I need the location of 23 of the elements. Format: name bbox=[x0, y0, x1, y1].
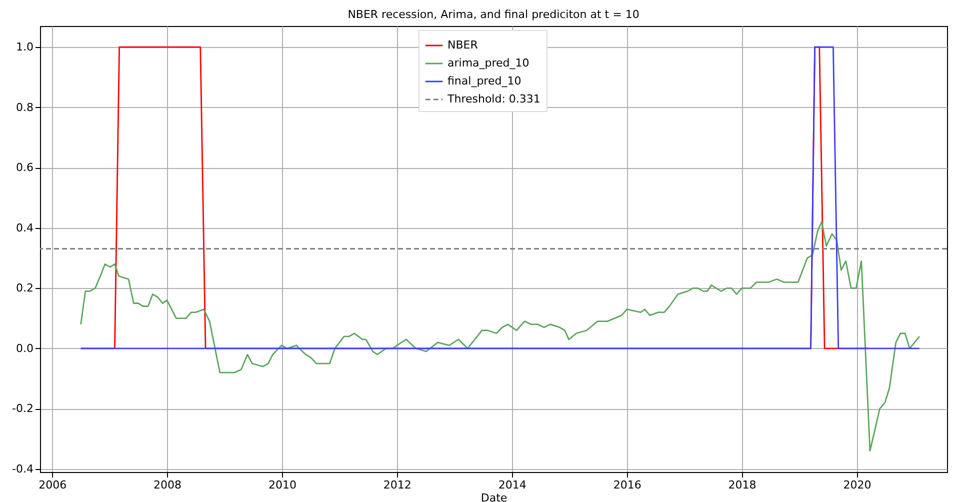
y-tick-label: 0.0 bbox=[16, 342, 34, 355]
y-tick-label: 0.2 bbox=[16, 282, 34, 295]
x-tick-label: 2014 bbox=[498, 478, 526, 492]
x-tick-label: 2020 bbox=[843, 478, 872, 492]
x-tick-label: 2006 bbox=[38, 478, 67, 492]
legend-label: Threshold: 0.331 bbox=[446, 92, 540, 106]
x-tick-label: 2016 bbox=[613, 478, 642, 492]
y-tick-label: 0.4 bbox=[16, 221, 34, 234]
legend-label: NBER bbox=[448, 38, 478, 52]
x-tick-label: 2010 bbox=[268, 478, 296, 492]
x-tick-label: 2008 bbox=[154, 478, 182, 492]
chart-title: NBER recession, Arima, and final prediciton at t = 10 bbox=[348, 8, 640, 21]
x-tick-label: 2018 bbox=[728, 478, 756, 492]
y-tick-label: 0.6 bbox=[16, 161, 34, 174]
legend-label: final_pred_10 bbox=[448, 74, 522, 88]
legend-label: arima_pred_10 bbox=[448, 56, 530, 70]
line-series bbox=[80, 221, 920, 452]
y-tick-label: 1.0 bbox=[16, 40, 34, 54]
y-tick-label: -0.4 bbox=[12, 462, 34, 476]
y-tick-label: 0.8 bbox=[16, 100, 34, 114]
x-tick-label: 2012 bbox=[383, 478, 412, 492]
x-axis-title: Date bbox=[480, 492, 508, 502]
y-tick-label: -0.2 bbox=[12, 402, 34, 416]
